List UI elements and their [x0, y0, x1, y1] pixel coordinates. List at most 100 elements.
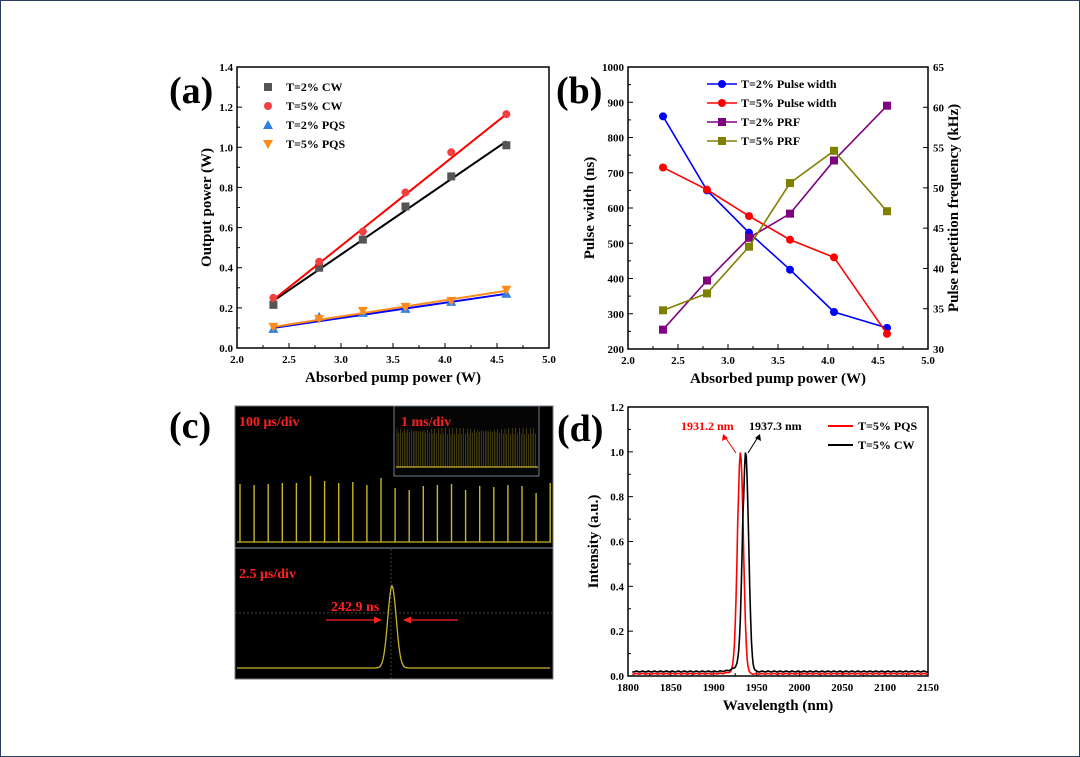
- x-tick-label: 5.0: [542, 354, 556, 366]
- data-point: [357, 306, 368, 316]
- y2-tick-label: 35: [933, 304, 945, 316]
- y-axis-label: Intensity (a.u.): [586, 495, 602, 589]
- data-point: [703, 185, 711, 194]
- fit-line: [273, 292, 507, 329]
- y2-tick-label: 40: [933, 263, 945, 275]
- y-tick-label: 0.4: [219, 263, 233, 275]
- data-point: [401, 202, 410, 211]
- x-tick-label: 3.0: [721, 355, 735, 367]
- panel-b: 2.0 2.5 3.0 3.5 4.0 4.5 5.0 200 300 400 500 600 700 8…: [556, 62, 962, 387]
- x-axis-label: Wavelength (nm): [723, 698, 833, 714]
- peak-arrow-head: [722, 434, 728, 441]
- y-tick-label: 800: [608, 133, 625, 145]
- legend-marker: [264, 102, 272, 110]
- spectrum-line: [632, 452, 929, 673]
- legend-marker: [718, 80, 726, 88]
- data-point: [659, 163, 667, 172]
- data-point: [659, 325, 667, 334]
- pulse-width-label: 242.9 ns: [331, 600, 380, 615]
- legend-entry: T=5% PQS: [286, 137, 346, 151]
- x-tick-label: 3.5: [386, 354, 400, 366]
- x-tick-label: 2050: [831, 682, 854, 694]
- series-line: [662, 149, 888, 312]
- panel-d: 1800 1850 1900 1950 2000 2050 2100 2150 0.0 0.2 0.…: [557, 402, 940, 714]
- data-point: [358, 227, 367, 236]
- data-point: [786, 235, 794, 244]
- legend-marker: [263, 140, 273, 149]
- data-point: [401, 188, 410, 197]
- data-point: [446, 296, 457, 306]
- y-tick-label: 300: [608, 309, 625, 321]
- legend-entry: T=5% Pulse width: [741, 96, 837, 110]
- legend-entry: T=5% CW: [286, 99, 343, 113]
- legend-marker: [264, 83, 272, 91]
- y-axis-label: Output power (W): [199, 148, 215, 267]
- data-point: [745, 242, 753, 251]
- arrow-right-head: [403, 616, 411, 624]
- data-point: [883, 329, 891, 338]
- x-tick-label: 2.0: [230, 354, 244, 366]
- y-tick-label: 200: [608, 344, 625, 356]
- y-tick-label: 0.6: [610, 537, 624, 549]
- fit-line: [273, 289, 507, 328]
- series-line: [662, 166, 888, 335]
- panel-a: 2.0 2.5 3.0 3.5 4.0 4.5 5.0 0.0 0.2 0.4 0.6 0.8 1.0 1…: [169, 62, 556, 386]
- data-point: [358, 235, 367, 244]
- series-line: [662, 105, 888, 331]
- peak-arrow-head: [755, 434, 761, 441]
- y-tick-label: 0.0: [610, 671, 624, 683]
- y-tick-label: 0.2: [610, 626, 624, 638]
- data-point: [659, 112, 667, 121]
- y2-tick-label: 55: [933, 143, 945, 155]
- data-point: [703, 289, 711, 298]
- data-point: [830, 307, 838, 316]
- y-tick-label: 0.2: [219, 303, 233, 315]
- x-tick-label: 2150: [917, 682, 940, 694]
- y2-tick-label: 45: [933, 223, 945, 235]
- zoom-timebase-label: 2.5 μs/div: [239, 567, 296, 582]
- legend-entry: T=2% PRF: [741, 115, 800, 129]
- data-point: [447, 148, 456, 157]
- x-tick-label: 3.0: [334, 354, 348, 366]
- x-tick-label: 4.0: [438, 354, 452, 366]
- x-tick-label: 5.0: [921, 355, 935, 367]
- y-tick-label: 1.2: [219, 102, 233, 114]
- x-tick-label: 2.5: [671, 355, 685, 367]
- x-axis-label: Absorbed pump power (W): [690, 371, 866, 387]
- data-point: [883, 207, 891, 216]
- y-tick-label: 900: [608, 97, 625, 109]
- panel-c: (c) 100 μs/div 1 ms/div 2.5 μs/div 242.9 ns: [169, 405, 554, 680]
- data-point: [659, 306, 667, 315]
- inset-timebase-label: 1 ms/div: [401, 415, 451, 430]
- fit-line: [272, 140, 507, 302]
- legend-marker: [718, 118, 726, 126]
- y-tick-label: 600: [608, 203, 625, 215]
- y2-tick-label: 50: [933, 183, 945, 195]
- data-point: [447, 172, 456, 181]
- arrow-left-head: [374, 616, 382, 624]
- y-tick-label: 0.4: [610, 581, 624, 593]
- peak-arrow: [724, 436, 737, 454]
- x-tick-label: 1850: [660, 682, 683, 694]
- y-tick-label: 0.8: [219, 182, 233, 194]
- legend-entry: T=2% CW: [286, 80, 343, 94]
- legend-marker: [718, 137, 726, 145]
- data-point: [786, 179, 794, 188]
- single-pulse-trace: [237, 584, 550, 669]
- data-point: [315, 263, 324, 272]
- data-point: [400, 302, 411, 312]
- y-tick-label: 0.8: [610, 492, 624, 504]
- legend-entry: T=5% PRF: [741, 134, 800, 148]
- y2-axis-label: Pulse repetition frequency (kHz): [946, 104, 962, 312]
- legend-marker: [718, 99, 726, 107]
- data-point: [268, 322, 279, 332]
- legend-entry: T=5% PQS: [858, 419, 918, 433]
- y-tick-label: 500: [608, 238, 625, 250]
- x-tick-label: 4.5: [871, 355, 885, 367]
- data-point: [314, 314, 325, 324]
- series-line: [662, 115, 888, 329]
- panel-label: (a): [169, 70, 213, 112]
- data-point: [502, 110, 511, 119]
- x-tick-label: 4.0: [821, 355, 835, 367]
